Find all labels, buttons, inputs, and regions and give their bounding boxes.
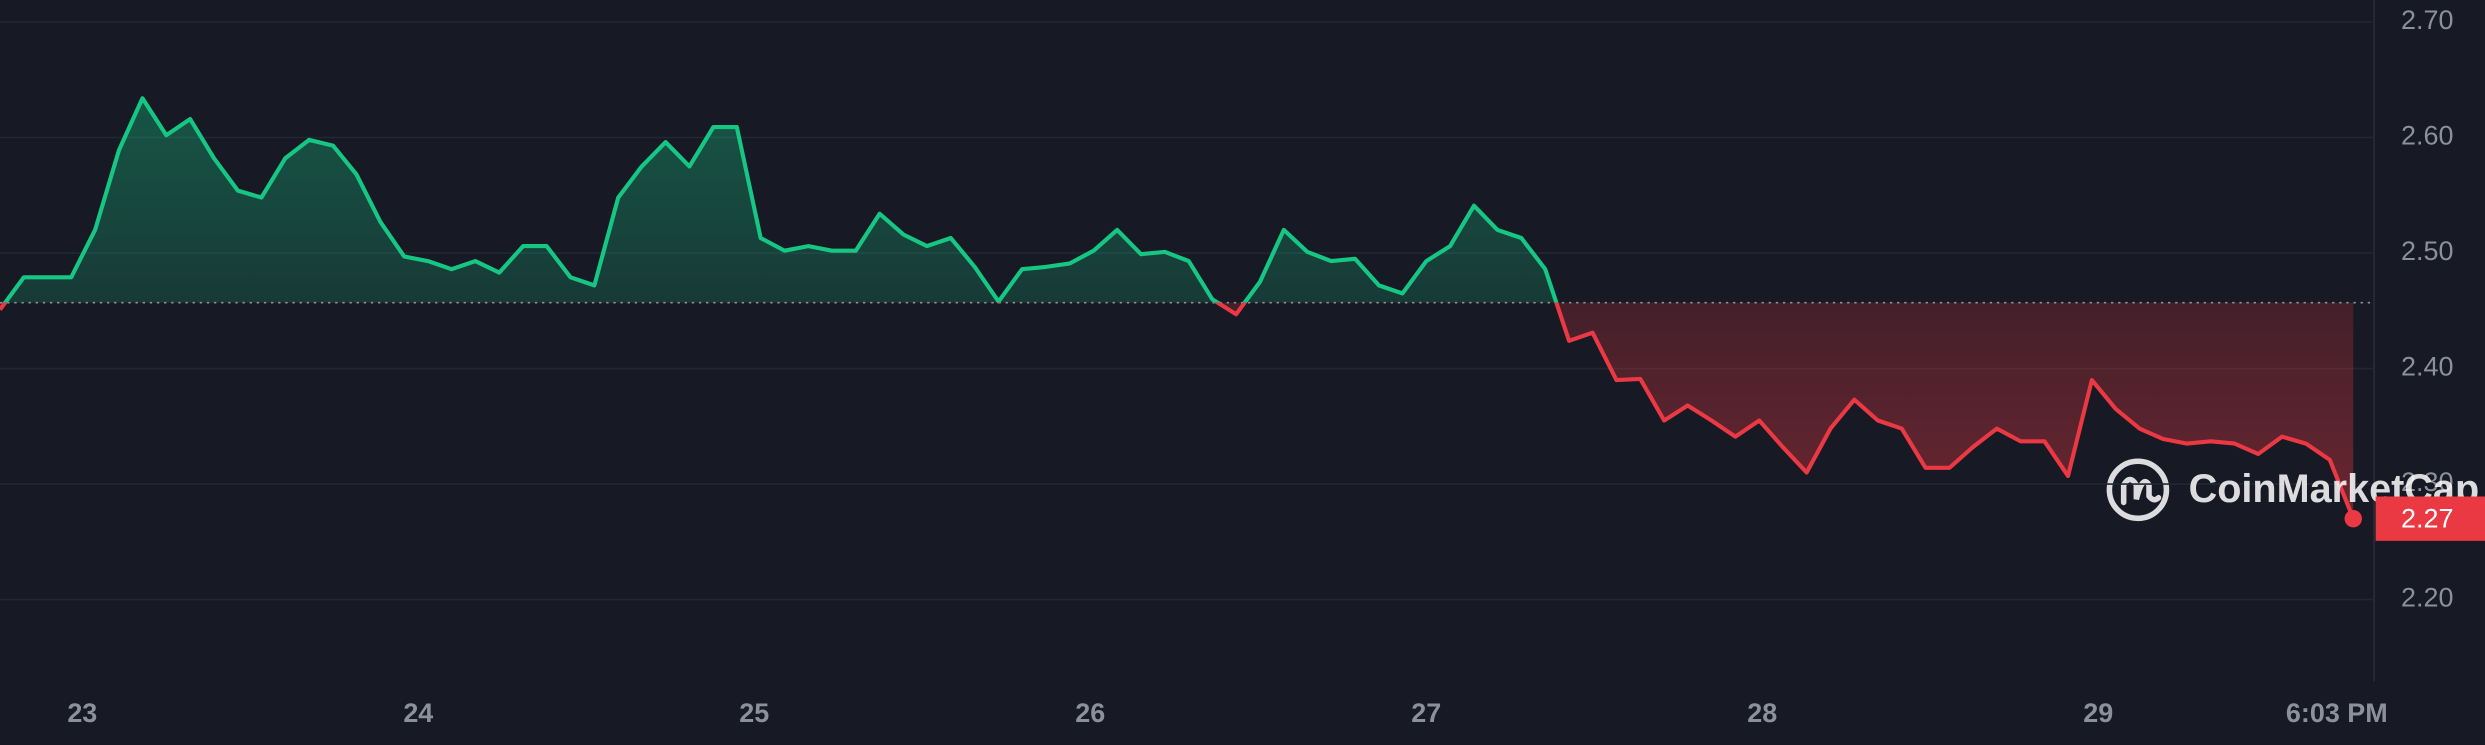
price-tag — [2375, 496, 2485, 541]
area-down — [0, 302, 2354, 519]
y-tick-label: 2.60 — [2401, 121, 2453, 151]
x-tick-label: 23 — [67, 698, 97, 728]
price-line-down — [0, 302, 2356, 520]
x-tick-label: 6:03 PM — [2286, 698, 2388, 728]
y-tick-label: 2.40 — [2401, 352, 2453, 382]
x-tick-label: 28 — [1747, 698, 1777, 728]
x-tick-label: 25 — [739, 698, 769, 728]
y-tick-label: 2.70 — [2401, 5, 2453, 35]
x-tick-label: 27 — [1411, 698, 1441, 728]
y-tick-label: 2.50 — [2401, 236, 2453, 266]
y-tick-label: 2.30 — [2401, 467, 2453, 497]
price-tag-label: 2.27 — [2401, 503, 2453, 533]
last-point — [2344, 509, 2362, 528]
x-tick-label: 24 — [403, 698, 433, 728]
area-up — [0, 98, 2354, 303]
x-tick-label: 26 — [1075, 698, 1105, 728]
x-tick-label: 29 — [2083, 698, 2113, 728]
price-line-up — [2, 96, 1559, 303]
y-tick-label: 2.20 — [2401, 583, 2453, 613]
